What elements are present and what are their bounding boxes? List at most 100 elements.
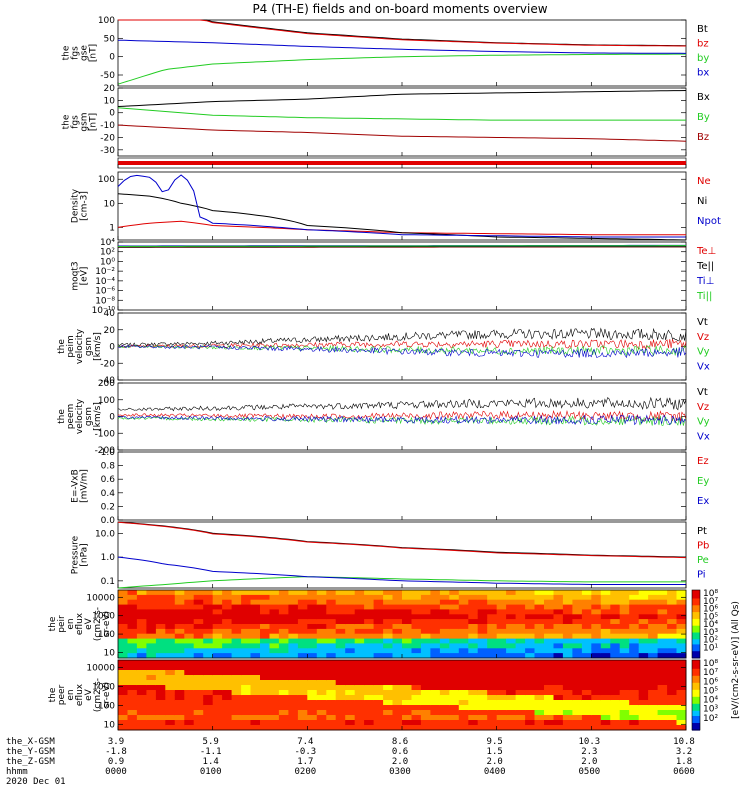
heatmap-cell [165, 614, 176, 620]
heatmap-cell [326, 633, 337, 640]
heatmap-cell [600, 590, 611, 596]
heatmap-cell [534, 590, 545, 596]
heatmap-cell [212, 619, 223, 625]
y-tick-label: 10⁻⁴ [95, 277, 115, 287]
heatmap-cell [222, 590, 233, 596]
heatmap-cell [411, 604, 422, 610]
heatmap-cell [392, 720, 403, 726]
heatmap-cell [572, 715, 583, 721]
heatmap-cell [155, 695, 166, 701]
heatmap-cell [667, 710, 678, 716]
heatmap-cell [477, 628, 488, 635]
heatmap-cell [250, 653, 261, 659]
heatmap-cell [136, 628, 147, 635]
heatmap-cell [278, 670, 289, 676]
heatmap-cell [364, 594, 375, 601]
heatmap-cell [515, 614, 526, 620]
heatmap-cell [241, 653, 252, 659]
heatmap-cell [383, 700, 394, 706]
heatmap-cell [600, 690, 611, 696]
colorbar-cell [692, 667, 700, 670]
heatmap-cell [269, 638, 280, 644]
heatmap-cell [174, 690, 185, 696]
heatmap-cell [553, 619, 564, 625]
heatmap-cell [193, 653, 204, 659]
heatmap-cell [155, 660, 166, 666]
heatmap-cell [458, 648, 469, 654]
heatmap-cell [193, 609, 204, 615]
heatmap-cell [297, 720, 308, 726]
heatmap-cell [477, 638, 488, 644]
heatmap-cell [581, 624, 592, 630]
heatmap-cell [458, 690, 469, 696]
heatmap-cell [307, 614, 318, 620]
heatmap-cell [629, 599, 640, 606]
heatmap-cell [345, 604, 356, 610]
heatmap-cell [449, 614, 460, 620]
heatmap-cell [222, 614, 233, 620]
heatmap-cell [260, 638, 270, 644]
heatmap-cell [496, 715, 507, 721]
y-tick-label: -20 [100, 133, 115, 143]
heatmap-cell [260, 675, 270, 681]
heatmap-cell [629, 700, 640, 706]
colorbar-cell [692, 608, 700, 611]
heatmap-cell [269, 675, 280, 681]
heatmap-cell [402, 660, 412, 666]
heatmap-cell [411, 710, 422, 716]
colorbar-cell [692, 647, 700, 650]
heatmap-cell [260, 695, 270, 701]
heatmap-cell [477, 705, 488, 711]
heatmap-cell [269, 700, 280, 706]
y-tick-label: 1000 [92, 612, 115, 622]
heatmap-cell [468, 614, 479, 620]
panel-frame [117, 87, 687, 157]
heatmap-cell [345, 590, 356, 596]
colorbar-cell [692, 707, 700, 710]
heatmap-cell [420, 705, 431, 711]
heatmap-cell [203, 614, 214, 620]
heatmap-cell [629, 670, 640, 676]
heatmap-cell [383, 685, 394, 691]
heatmap-cell [487, 638, 498, 644]
heatmap-cell [193, 628, 204, 635]
y-tick-label: 0 [109, 53, 115, 63]
heatmap-cell [260, 609, 270, 615]
heatmap-cell [468, 700, 479, 706]
heatmap-cell [269, 690, 280, 696]
heatmap-cell [165, 665, 176, 671]
heatmap-cell [335, 710, 346, 716]
y-tick-label: 10000 [86, 664, 115, 674]
heatmap-cell [184, 725, 195, 731]
heatmap-cell [373, 653, 384, 659]
heatmap-cell [316, 695, 327, 701]
heatmap-cell [241, 670, 252, 676]
heatmap-cell [326, 624, 337, 630]
heatmap-cell [591, 675, 602, 681]
heatmap-cell [619, 695, 630, 701]
heatmap-cell [260, 700, 270, 706]
heatmap-cell [383, 628, 394, 635]
heatmap-cell [487, 715, 498, 721]
heatmap-cell [184, 665, 195, 671]
heatmap-cell [241, 633, 252, 640]
heatmap-cell [136, 653, 147, 659]
heatmap-cell [335, 624, 346, 630]
heatmap-cell [288, 628, 299, 635]
heatmap-cell [146, 725, 157, 731]
heatmap-cell [241, 660, 252, 666]
heatmap-cell [572, 609, 583, 615]
x-row-value: 0300 [389, 767, 411, 777]
heatmap-cell [127, 614, 138, 620]
heatmap-cell [250, 614, 261, 620]
heatmap-cell [638, 638, 649, 644]
heatmap-cell [657, 680, 668, 686]
heatmap-cell [278, 695, 289, 701]
heatmap-cell [667, 624, 678, 630]
heatmap-cell [184, 690, 195, 696]
heatmap-cell [572, 624, 583, 630]
heatmap-cell [544, 710, 554, 716]
heatmap-cell [430, 594, 441, 601]
colorbar-frame [691, 589, 701, 659]
heatmap-cell [496, 710, 507, 716]
